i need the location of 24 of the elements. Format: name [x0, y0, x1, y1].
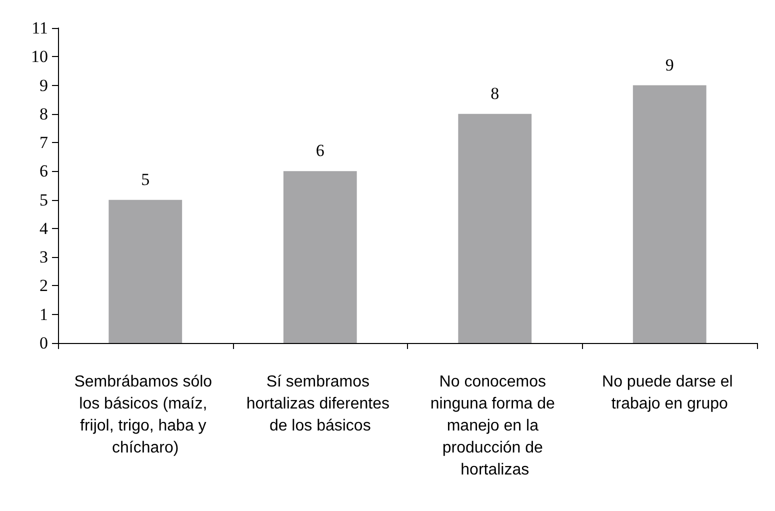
data-label: 5 — [141, 170, 150, 189]
y-tick-label: 10 — [31, 47, 48, 66]
x-tick-label: Sí sembramos hortalizas diferentes de los básicos — [246, 374, 394, 434]
y-tick-label: 3 — [40, 248, 48, 267]
x-tick-label: No conocemos ninguna forma de manejo en la producción de hortalizas — [430, 374, 560, 478]
y-tick-label: 0 — [40, 334, 48, 352]
y-tick-label: 8 — [40, 104, 48, 124]
data-label: 9 — [665, 55, 674, 74]
bar — [458, 114, 532, 343]
x-tick-label: Sembrábamos sólo los básicos (maíz, frijol, trigo, haba y chícharo) — [74, 374, 217, 456]
y-tick-label: 9 — [40, 76, 48, 95]
bar — [283, 171, 357, 343]
data-label: 8 — [490, 84, 500, 103]
y-tick-label: 6 — [40, 162, 48, 181]
y-tick-label: 1 — [40, 304, 48, 324]
y-tick-label: 5 — [40, 190, 48, 210]
data-label: 6 — [316, 141, 324, 160]
x-tick-label: No puede darse el trabajo en grupo — [602, 374, 738, 412]
bar — [632, 85, 706, 343]
bar — [108, 200, 182, 343]
y-tick-label: 2 — [40, 276, 48, 296]
y-tick-label: 11 — [32, 18, 48, 38]
y-tick-label: 4 — [40, 218, 48, 238]
y-tick-label: 7 — [40, 133, 48, 152]
